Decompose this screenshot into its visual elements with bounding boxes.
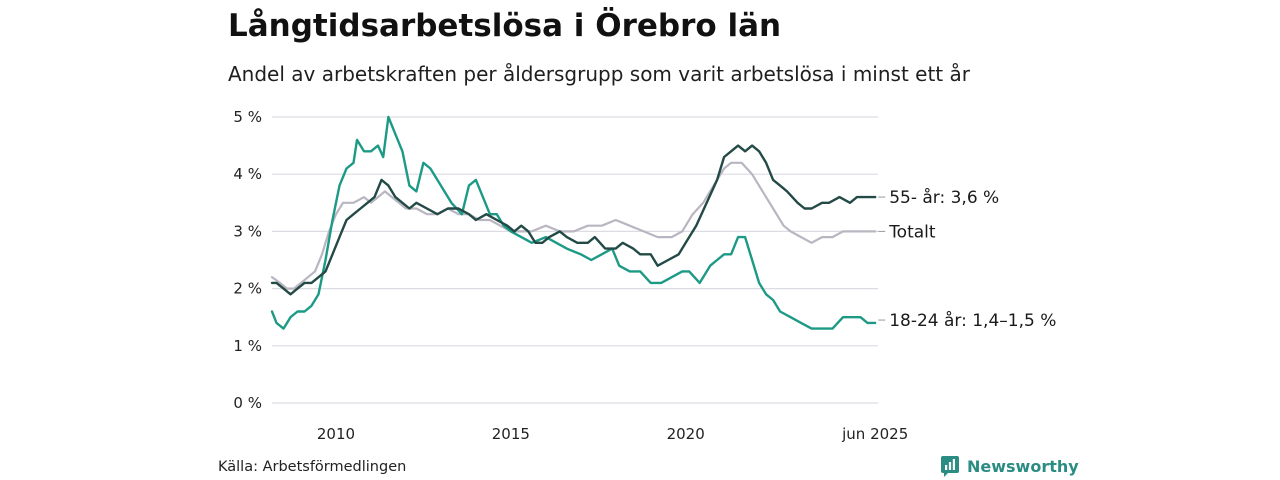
x-tick-label: jun 2025 (841, 425, 908, 443)
y-tick-label: 0 % (233, 394, 262, 412)
grid (272, 116, 878, 404)
series-label-2: 55- år: 3,6 % (889, 187, 999, 208)
series-labels: Totalt 18-24 år: 1,4–1,5 % 55- år: 3,6 % (878, 187, 1056, 331)
y-tick-label: 2 % (233, 280, 262, 298)
x-tick-label: 2015 (492, 425, 530, 443)
brand: Newsworthy (940, 456, 1079, 477)
series-line-0 (270, 161, 877, 290)
chart-title: Långtidsarbetslösa i Örebro län (228, 8, 782, 44)
x-axis: 2010 2015 2020 jun 2025 (317, 425, 908, 443)
y-tick-label: 4 % (233, 165, 262, 183)
y-tick-label: 3 % (233, 222, 262, 240)
x-tick-label: 2020 (667, 425, 705, 443)
x-tick-label: 2010 (317, 425, 355, 443)
series-lines (270, 115, 877, 330)
bar-chart-logo-icon (941, 456, 959, 477)
y-tick-label: 1 % (233, 337, 262, 355)
source-note: Källa: Arbetsförmedlingen (218, 459, 407, 475)
series-line-2 (270, 144, 877, 296)
series-label-0: Totalt (888, 222, 936, 242)
y-tick-label: 5 % (233, 108, 262, 126)
chart-subtitle: Andel av arbetskraften per åldersgrupp s… (228, 62, 970, 86)
brand-name: Newsworthy (967, 457, 1079, 476)
series-line-1 (270, 115, 877, 330)
series-label-1: 18-24 år: 1,4–1,5 % (889, 310, 1056, 331)
y-axis: 0 % 1 % 2 % 3 % 4 % 5 % (233, 108, 262, 412)
